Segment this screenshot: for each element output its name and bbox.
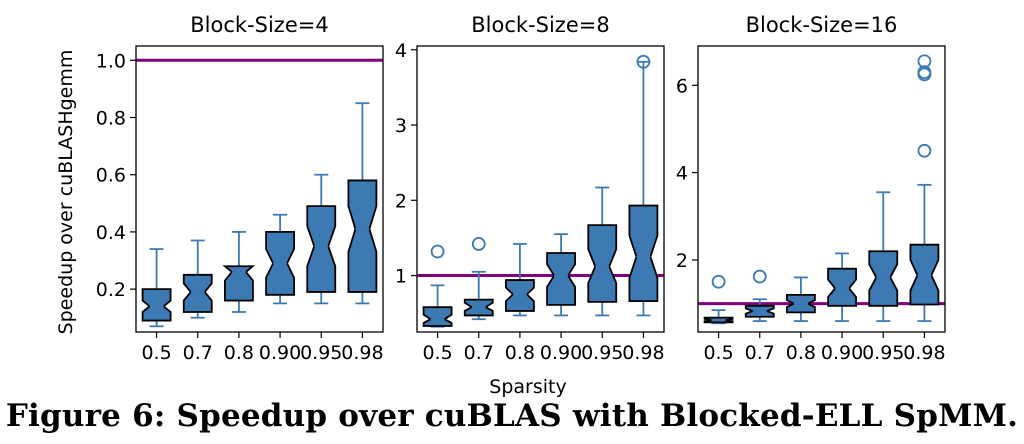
box-0.5 bbox=[422, 244, 453, 328]
box-0.90 bbox=[265, 213, 295, 305]
notched-box bbox=[347, 179, 378, 293]
figure-canvas: 0.20.40.60.81.00.5 0.7 0.8 0.900.950.98Bloc… bbox=[55, 13, 946, 398]
box-0.95 bbox=[587, 186, 618, 317]
x-tick-label: 0.7 bbox=[745, 342, 775, 364]
notched-box bbox=[182, 273, 213, 313]
y-tick-label: 2 bbox=[676, 250, 688, 272]
notched-box bbox=[306, 205, 337, 293]
y-tick-label: 0.8 bbox=[96, 108, 126, 130]
y-tick-label: 4 bbox=[676, 163, 688, 185]
axes-frame bbox=[697, 45, 946, 333]
box-0.95 bbox=[868, 191, 899, 322]
y-tick-label: 0.2 bbox=[96, 279, 126, 301]
axes-frame bbox=[135, 45, 384, 333]
box-0.8 bbox=[505, 243, 535, 317]
x-tick-label: 0.7 bbox=[183, 342, 213, 364]
outlier-point bbox=[471, 237, 486, 251]
subplot-title: Block-Size=16 bbox=[746, 13, 898, 37]
subplot-3: 2 4 6 0.5 0.7 0.8 0.900.950.98 Block-Size=16 bbox=[676, 13, 946, 364]
box-0.98 bbox=[909, 54, 940, 322]
x-tick-label: 0.98 bbox=[903, 342, 945, 364]
subplot-1: 0.20.40.60.81.00.5 0.7 0.8 0.900.950.98Bloc… bbox=[96, 13, 384, 364]
subplot-2: 1 2 3 4 0.5 0.7 0.8 0.900.950.98 Block-Size=8 bbox=[395, 13, 665, 364]
y-axis-label: Speedup over cuBLASHgemm bbox=[55, 50, 77, 335]
notched-box bbox=[141, 288, 172, 322]
box-0.8 bbox=[786, 276, 816, 322]
x-tick-label: 0.8 bbox=[224, 342, 254, 364]
x-tick-label: 0.5 bbox=[422, 342, 452, 364]
notched-box bbox=[827, 267, 857, 307]
y-tick-label: 4 bbox=[395, 40, 407, 62]
box-0.95 bbox=[306, 173, 337, 305]
notched-box bbox=[628, 204, 659, 303]
axes-frame bbox=[416, 45, 665, 333]
x-axis-label: Sparsity bbox=[489, 376, 566, 398]
subplot-title: Block-Size=8 bbox=[471, 13, 609, 37]
box-0.5 bbox=[703, 274, 734, 325]
y-tick-label: 6 bbox=[676, 75, 688, 97]
x-tick-label: 0.95 bbox=[862, 342, 904, 364]
x-tick-label: 0.7 bbox=[464, 342, 494, 364]
y-tick-label: 2 bbox=[395, 190, 407, 212]
outlier-point bbox=[917, 143, 932, 158]
x-tick-label: 0.90 bbox=[821, 342, 863, 364]
y-tick-label: 3 bbox=[395, 115, 407, 137]
x-tick-label: 0.98 bbox=[341, 342, 383, 364]
y-tick-label: 0.4 bbox=[96, 222, 126, 244]
outlier-point bbox=[636, 54, 651, 69]
box-0.98 bbox=[628, 54, 659, 317]
outlier-point bbox=[917, 65, 932, 80]
notched-box bbox=[546, 252, 576, 306]
notched-box bbox=[222, 265, 256, 302]
box-0.7 bbox=[463, 237, 494, 321]
figure-caption: Figure 6: Speedup over cuBLAS with Block… bbox=[5, 398, 1019, 434]
x-tick-label: 0.8 bbox=[505, 342, 535, 364]
x-tick-label: 0.5 bbox=[703, 342, 733, 364]
x-tick-label: 0.95 bbox=[581, 342, 623, 364]
notched-box bbox=[422, 306, 453, 327]
notched-box bbox=[868, 250, 899, 307]
box-0.7 bbox=[744, 269, 775, 322]
subplot-title: Block-Size=4 bbox=[190, 13, 328, 37]
x-tick-label: 0.98 bbox=[622, 342, 664, 364]
y-tick-label: 1.0 bbox=[96, 50, 126, 72]
notched-box bbox=[505, 279, 535, 312]
x-tick-label: 0.8 bbox=[786, 342, 816, 364]
outlier-point bbox=[711, 274, 726, 289]
x-tick-label: 0.90 bbox=[540, 342, 582, 364]
y-tick-label: 1 bbox=[395, 266, 407, 288]
box-0.5 bbox=[141, 248, 172, 328]
x-tick-label: 0.5 bbox=[141, 342, 171, 364]
box-0.90 bbox=[827, 252, 857, 322]
outlier-point bbox=[917, 54, 932, 69]
box-0.7 bbox=[182, 239, 213, 319]
y-tick-label: 0.6 bbox=[96, 165, 126, 187]
outlier-point bbox=[430, 244, 445, 259]
notched-box bbox=[587, 224, 618, 303]
outlier-point bbox=[752, 269, 767, 284]
x-tick-label: 0.95 bbox=[300, 342, 342, 364]
x-tick-label: 0.90 bbox=[259, 342, 301, 364]
box-0.90 bbox=[546, 233, 576, 317]
box-0.98 bbox=[347, 102, 378, 305]
subplot-panels: 0.20.40.60.81.00.5 0.7 0.8 0.900.950.98Bloc… bbox=[96, 13, 946, 364]
box-0.8 bbox=[222, 230, 256, 313]
